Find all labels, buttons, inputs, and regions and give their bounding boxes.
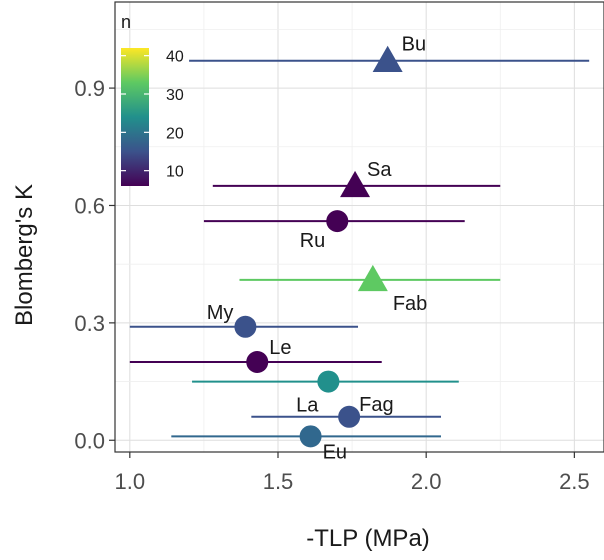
y-tick-label: 0.9 xyxy=(74,76,105,101)
legend-title: n xyxy=(121,12,131,32)
point-label: Eu xyxy=(323,441,347,463)
y-axis-title: Blomberg's K xyxy=(11,184,38,326)
circle-marker xyxy=(234,315,257,338)
triangle-marker xyxy=(357,264,388,292)
circle-marker xyxy=(299,425,322,448)
legend-tick-label: 40 xyxy=(166,49,184,66)
circle-marker xyxy=(246,351,269,373)
x-tick-label: 2.0 xyxy=(411,469,442,494)
panel-border xyxy=(114,1,604,453)
data-point-fab: Fab xyxy=(239,264,501,315)
legend-ticks: 10 20 30 40 xyxy=(121,49,184,181)
point-label: Fag xyxy=(359,394,393,416)
data-point-bu: Bu xyxy=(189,34,590,72)
point-label: Sa xyxy=(367,159,392,181)
x-tick-label: 1.0 xyxy=(115,469,146,494)
legend-tick-label: 30 xyxy=(166,87,184,104)
data-marks: Bu Sa Ru Fab My Le La Fag Eu xyxy=(129,34,590,463)
data-point-ru: Ru xyxy=(203,210,465,252)
data-point-fag: Fag xyxy=(251,394,441,428)
x-tick-label: 1.5 xyxy=(263,469,294,494)
data-point-my: My xyxy=(129,302,359,338)
point-label: Ru xyxy=(300,230,326,252)
data-point-eu: Eu xyxy=(171,425,441,463)
point-label: Fab xyxy=(393,293,427,315)
data-point-le: Le xyxy=(129,337,382,373)
circle-marker xyxy=(326,210,349,233)
point-label: Bu xyxy=(402,34,426,56)
data-point-sa: Sa xyxy=(212,159,501,198)
circle-marker xyxy=(317,370,340,393)
legend-tick-label: 10 xyxy=(166,164,184,181)
y-tick-label: 0.3 xyxy=(74,311,105,336)
legend: n 10 20 30 40 xyxy=(121,12,184,186)
grid-lines xyxy=(115,2,604,452)
legend-tick-label: 20 xyxy=(166,125,184,142)
circle-marker xyxy=(338,405,361,428)
point-label: My xyxy=(207,302,234,324)
axis-ticks: 1.0 1.5 2.0 2.5 0.0 0.3 0.6 0.9 xyxy=(74,76,589,494)
x-axis-title: -TLP (MPa) xyxy=(306,525,430,552)
data-point-la: La xyxy=(192,370,459,417)
triangle-marker xyxy=(340,170,371,198)
point-label: La xyxy=(296,395,319,417)
y-tick-label: 0.6 xyxy=(74,193,105,218)
point-label: Le xyxy=(269,337,291,359)
legend-colorbar xyxy=(121,48,149,186)
triangle-marker xyxy=(372,45,403,72)
y-tick-label: 0.0 xyxy=(74,428,105,453)
x-tick-label: 2.5 xyxy=(559,469,590,494)
